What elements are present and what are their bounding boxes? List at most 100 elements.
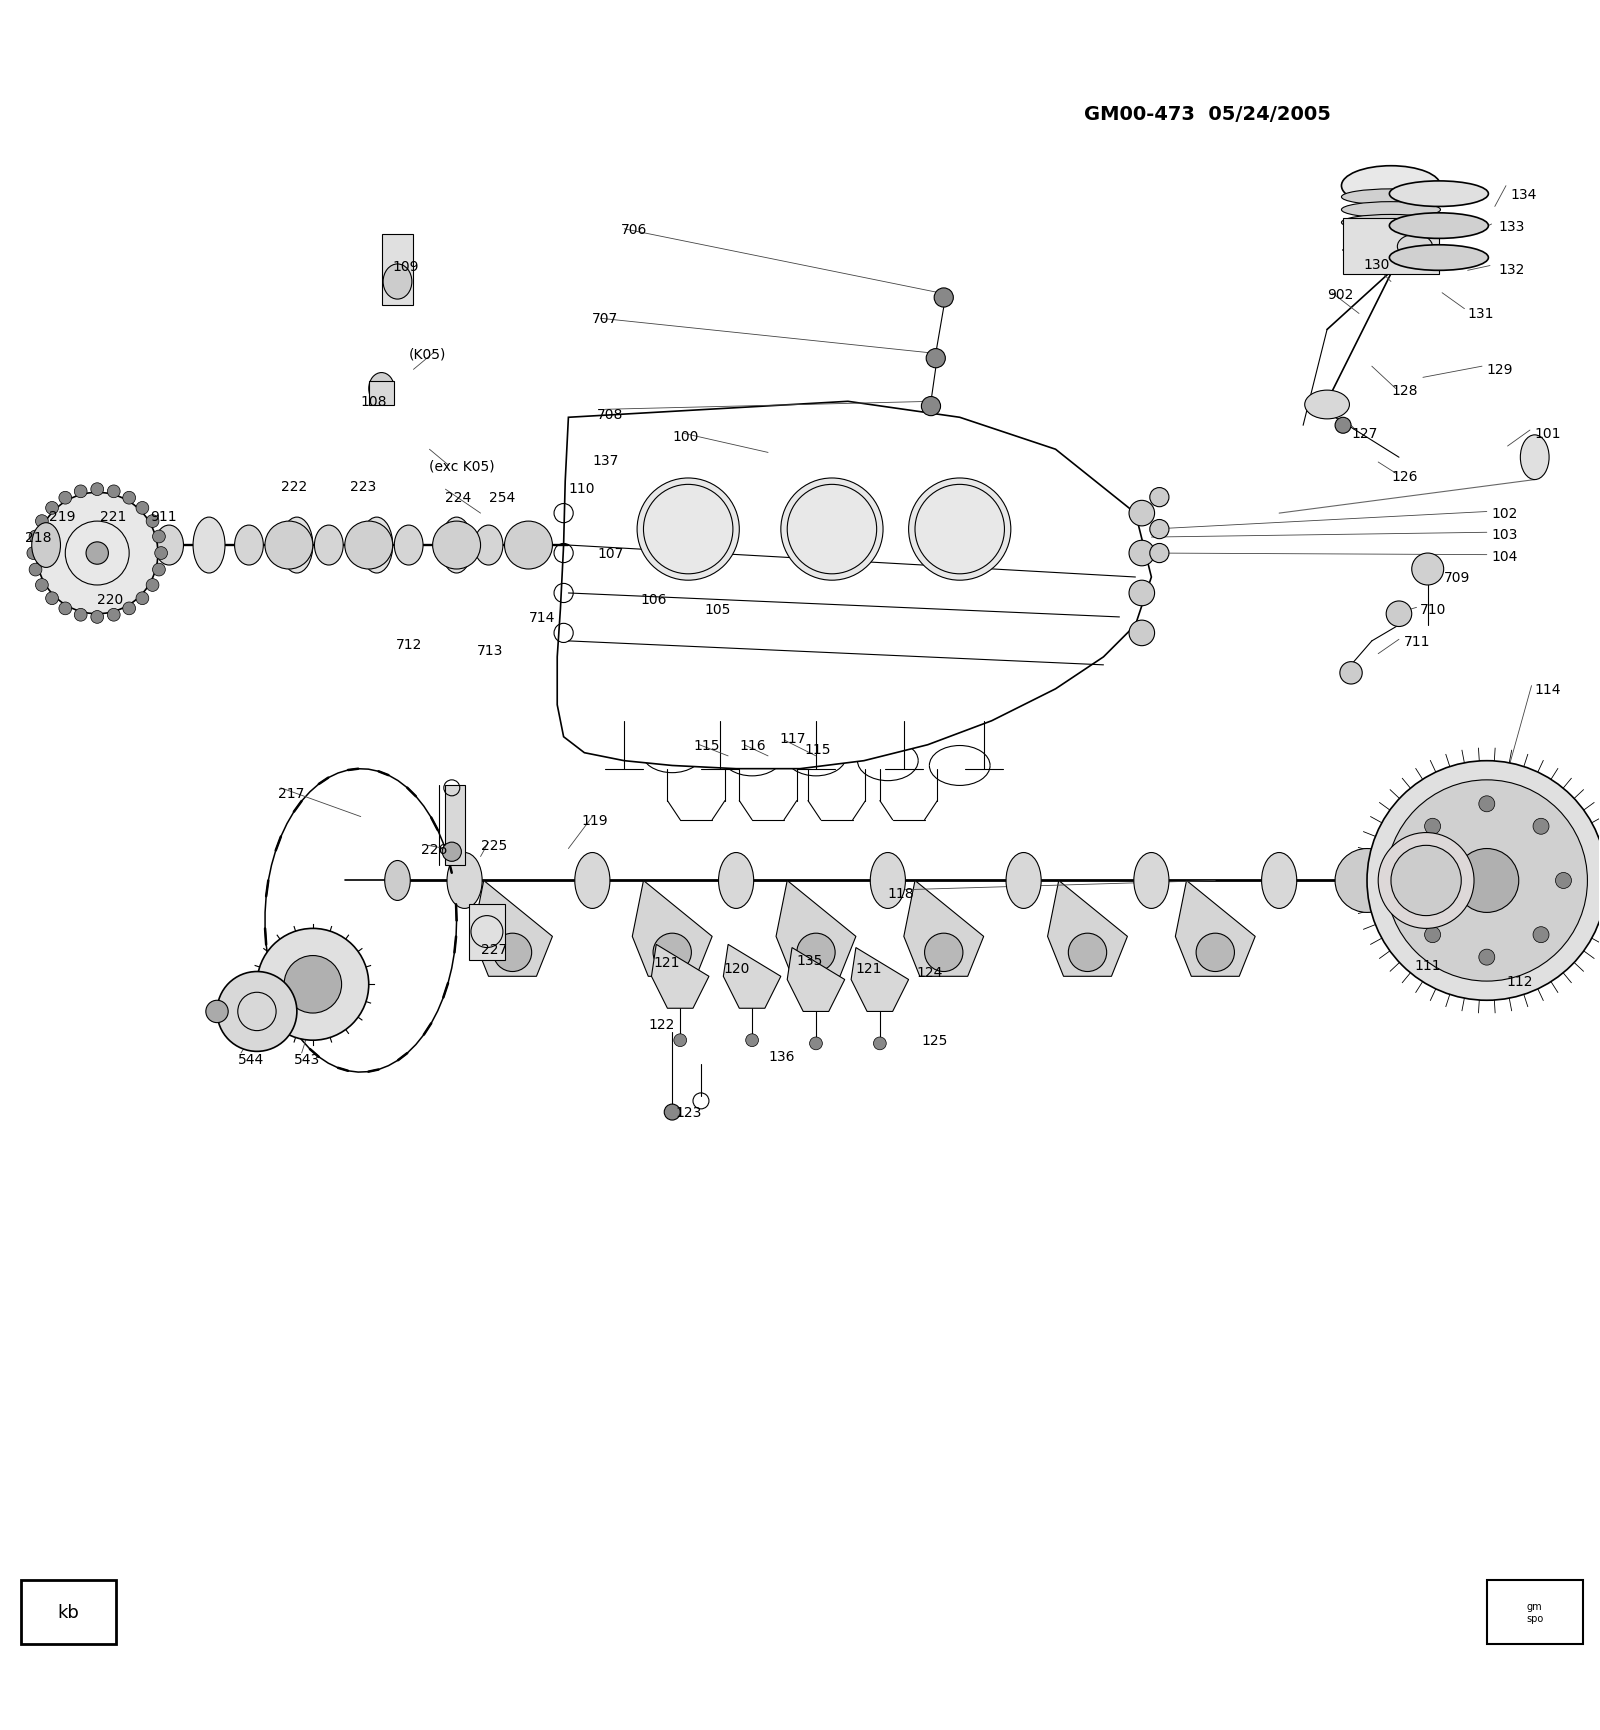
Text: 911: 911 bbox=[150, 510, 176, 524]
PathPatch shape bbox=[472, 881, 552, 977]
Ellipse shape bbox=[235, 526, 264, 566]
PathPatch shape bbox=[776, 881, 856, 977]
Circle shape bbox=[1069, 934, 1107, 972]
Circle shape bbox=[637, 479, 739, 581]
Bar bbox=[1486, 1579, 1582, 1643]
Ellipse shape bbox=[282, 517, 314, 574]
Circle shape bbox=[27, 547, 40, 561]
Ellipse shape bbox=[1134, 853, 1170, 908]
Circle shape bbox=[206, 1000, 229, 1022]
Text: GM00-473  05/24/2005: GM00-473 05/24/2005 bbox=[1083, 106, 1331, 125]
Ellipse shape bbox=[1341, 166, 1440, 206]
Circle shape bbox=[1150, 521, 1170, 540]
Circle shape bbox=[107, 486, 120, 498]
Text: 222: 222 bbox=[282, 479, 307, 493]
Ellipse shape bbox=[368, 374, 394, 405]
Circle shape bbox=[934, 289, 954, 308]
Text: 137: 137 bbox=[592, 455, 619, 469]
PathPatch shape bbox=[787, 948, 845, 1012]
Circle shape bbox=[344, 522, 392, 569]
Text: 708: 708 bbox=[597, 408, 624, 422]
Ellipse shape bbox=[32, 524, 61, 567]
Ellipse shape bbox=[440, 517, 472, 574]
Text: 543: 543 bbox=[294, 1054, 320, 1067]
Text: gm
spo: gm spo bbox=[1526, 1602, 1544, 1623]
Circle shape bbox=[123, 491, 136, 505]
Ellipse shape bbox=[1389, 182, 1488, 208]
Text: 114: 114 bbox=[1534, 682, 1562, 697]
Ellipse shape bbox=[1006, 853, 1042, 908]
Circle shape bbox=[91, 483, 104, 497]
Ellipse shape bbox=[1261, 853, 1296, 908]
Circle shape bbox=[46, 502, 59, 516]
Ellipse shape bbox=[315, 526, 342, 566]
Circle shape bbox=[493, 934, 531, 972]
PathPatch shape bbox=[1176, 881, 1256, 977]
Circle shape bbox=[781, 479, 883, 581]
Text: 102: 102 bbox=[1491, 507, 1518, 521]
Circle shape bbox=[1533, 927, 1549, 943]
Text: 220: 220 bbox=[98, 593, 123, 607]
Text: 130: 130 bbox=[1363, 258, 1390, 272]
Text: 709: 709 bbox=[1443, 571, 1470, 585]
Text: kb: kb bbox=[58, 1604, 80, 1621]
Circle shape bbox=[258, 929, 368, 1040]
Circle shape bbox=[74, 486, 86, 498]
Circle shape bbox=[925, 934, 963, 972]
Text: 107: 107 bbox=[597, 547, 624, 561]
Circle shape bbox=[1334, 849, 1398, 913]
Text: 116: 116 bbox=[739, 739, 766, 753]
PathPatch shape bbox=[651, 945, 709, 1009]
Circle shape bbox=[146, 580, 158, 592]
Ellipse shape bbox=[1341, 190, 1440, 206]
Bar bbox=[21, 1579, 117, 1643]
Circle shape bbox=[1334, 419, 1350, 434]
Circle shape bbox=[797, 934, 835, 972]
Text: 544: 544 bbox=[238, 1054, 264, 1067]
Bar bbox=[368, 381, 394, 405]
Text: 118: 118 bbox=[888, 887, 915, 901]
Text: 104: 104 bbox=[1491, 550, 1518, 564]
Ellipse shape bbox=[514, 526, 542, 566]
Circle shape bbox=[123, 602, 136, 616]
Circle shape bbox=[59, 602, 72, 616]
Text: 221: 221 bbox=[101, 510, 126, 524]
Circle shape bbox=[91, 611, 104, 625]
Text: 106: 106 bbox=[640, 593, 667, 607]
Circle shape bbox=[1411, 554, 1443, 586]
Text: 226: 226 bbox=[421, 843, 448, 856]
Text: 134: 134 bbox=[1510, 187, 1538, 202]
Text: 713: 713 bbox=[477, 644, 504, 657]
Text: (exc K05): (exc K05) bbox=[429, 458, 494, 472]
Circle shape bbox=[1533, 818, 1549, 836]
Ellipse shape bbox=[1389, 215, 1488, 239]
Bar bbox=[1342, 218, 1438, 275]
Bar bbox=[469, 905, 504, 960]
Ellipse shape bbox=[1389, 246, 1488, 272]
Text: 712: 712 bbox=[395, 638, 422, 652]
Circle shape bbox=[29, 564, 42, 576]
Circle shape bbox=[1130, 581, 1155, 607]
Text: 136: 136 bbox=[768, 1050, 795, 1064]
Ellipse shape bbox=[384, 862, 410, 901]
Ellipse shape bbox=[1341, 202, 1440, 218]
Circle shape bbox=[1386, 602, 1411, 628]
Text: 119: 119 bbox=[581, 813, 608, 827]
Text: 227: 227 bbox=[480, 943, 507, 957]
Ellipse shape bbox=[1520, 436, 1549, 481]
Ellipse shape bbox=[360, 517, 392, 574]
Circle shape bbox=[909, 479, 1011, 581]
PathPatch shape bbox=[632, 881, 712, 977]
Text: 707: 707 bbox=[592, 311, 619, 325]
Circle shape bbox=[1150, 545, 1170, 564]
Text: (K05): (K05) bbox=[408, 348, 446, 362]
Ellipse shape bbox=[574, 853, 610, 908]
Circle shape bbox=[152, 531, 165, 543]
Text: 126: 126 bbox=[1390, 471, 1418, 484]
Circle shape bbox=[46, 592, 59, 606]
Text: 105: 105 bbox=[704, 602, 731, 616]
Text: 125: 125 bbox=[922, 1033, 947, 1048]
Circle shape bbox=[59, 491, 72, 505]
Ellipse shape bbox=[474, 526, 502, 566]
Text: 115: 115 bbox=[693, 739, 720, 753]
